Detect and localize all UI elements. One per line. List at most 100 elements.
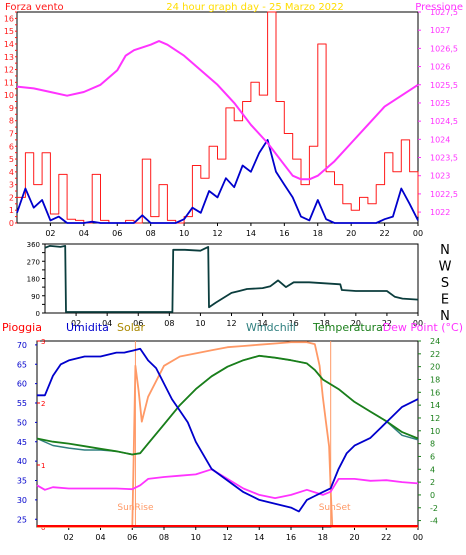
top-right-title: Pressione <box>415 2 463 13</box>
compass-label: W <box>439 260 452 275</box>
humidity-axis-tick-label: 50 <box>17 418 27 427</box>
bottom-x-axis-tick-label: 06 <box>127 533 137 542</box>
direction-axis-tick-label: 270 <box>27 258 40 266</box>
middle-x-axis-tick-label: 18 <box>320 319 330 328</box>
direction-plot-frame <box>44 243 419 314</box>
middle-x-axis-tick-label: 02 <box>71 319 81 328</box>
temperature-axis-tick-label: 0 <box>430 491 435 500</box>
temperature-axis-tick-label: -4 <box>430 517 438 526</box>
top-center-title: 24 hour graph day - 25 Marzo 2022 <box>166 2 344 13</box>
bottom-plot-frame <box>36 340 419 528</box>
direction-axis-tick-label: 90 <box>31 293 40 301</box>
sunrise-label: SunRise <box>117 503 154 513</box>
humidity-axis-tick-label: 40 <box>17 457 27 466</box>
bottom-x-axis-tick-label: 08 <box>159 533 169 542</box>
wind-axis-tick-label: 8 <box>9 117 14 126</box>
wind-axis-tick-label: 11 <box>4 78 14 87</box>
rain-axis-tick-label: 0 <box>41 524 45 532</box>
wind-axis-tick-label: 12 <box>4 66 14 75</box>
top-x-axis-tick-label: 08 <box>146 229 156 238</box>
pressure-axis-tick-label: 1022,5 <box>430 190 458 199</box>
humidity-axis-tick-label: 65 <box>17 360 27 369</box>
wind-direction-series <box>44 244 419 313</box>
temperature-axis-tick-label: 24 <box>430 337 440 346</box>
bottom-x-axis-tick-label: 14 <box>254 533 264 542</box>
middle-x-axis-tick-label: 16 <box>289 319 299 328</box>
humidity-axis-tick-label: 25 <box>17 515 27 524</box>
pressure-axis-tick-label: 1023,5 <box>430 154 458 163</box>
wind-axis-tick-label: 2 <box>9 193 14 202</box>
rain-axis-tick-label: 3 <box>41 338 45 346</box>
wind-axis-tick-label: 10 <box>4 91 14 100</box>
humidity-axis-tick-label: 45 <box>17 438 27 447</box>
middle-x-axis-tick-label: 14 <box>257 319 267 328</box>
wind-axis-tick-label: 13 <box>4 53 14 62</box>
wind-axis-tick-label: 1 <box>9 206 14 215</box>
compass-label: N <box>440 309 450 324</box>
top-left-title: Forza vento <box>5 2 64 13</box>
direction-axis-tick-label: 0 <box>36 310 40 318</box>
top-x-axis-tick-label: 02 <box>45 229 55 238</box>
bottom-x-axis-tick-label: 10 <box>191 533 201 542</box>
direction-axis-tick-label: 360 <box>27 241 40 249</box>
compass-label: E <box>441 293 449 308</box>
legend-dew-point: Dew Point (°C) <box>383 321 463 334</box>
dew-point-series <box>36 468 419 500</box>
middle-x-axis-tick-label: 10 <box>195 319 205 328</box>
top-x-axis-tick-label: 06 <box>112 229 122 238</box>
top-x-axis-tick-label: 18 <box>313 229 323 238</box>
compass-label: N <box>440 243 450 258</box>
pressure-axis-tick-label: 1027,5 <box>430 8 458 17</box>
wind-axis-tick-label: 15 <box>4 27 14 36</box>
middle-x-axis-tick-label: 20 <box>351 319 361 328</box>
middle-x-axis-tick-label: 06 <box>133 319 143 328</box>
rain-axis-tick-label: 2 <box>41 400 45 408</box>
wind-axis-tick-label: 14 <box>4 40 14 49</box>
pressure-axis-tick-label: 1027 <box>430 26 450 35</box>
legend-temperature: Temperatura <box>312 321 383 334</box>
legend-humidity: Umidita <box>66 321 109 334</box>
wind-axis-tick-label: 5 <box>9 155 14 164</box>
temperature-axis-tick-label: 12 <box>430 414 440 423</box>
temperature-axis-tick-label: 14 <box>430 401 440 410</box>
bottom-x-axis-tick-label: 02 <box>64 533 74 542</box>
pressure-axis-tick-label: 1024 <box>430 135 450 144</box>
pressure-axis-tick-label: 1026,5 <box>430 44 458 53</box>
middle-x-axis-tick-label: 12 <box>226 319 236 328</box>
bottom-x-axis-tick-label: 22 <box>381 533 391 542</box>
pressure-axis-tick-label: 1023 <box>430 172 450 181</box>
temperature-axis-tick-label: 6 <box>430 452 435 461</box>
bottom-x-axis-tick-label: 12 <box>222 533 232 542</box>
wind-axis-tick-label: 6 <box>9 142 14 151</box>
middle-x-axis-tick-label: 08 <box>164 319 174 328</box>
humidity-series <box>37 347 419 513</box>
humidity-axis-tick-label: 30 <box>17 496 27 505</box>
top-x-axis-tick-label: 20 <box>346 229 356 238</box>
pressure-axis-tick-label: 1022 <box>430 208 450 217</box>
temperature-axis-tick-label: -2 <box>430 504 438 513</box>
temperature-axis-tick-label: 10 <box>430 427 440 436</box>
bottom-x-axis-tick-label: 16 <box>286 533 296 542</box>
bottom-x-axis-tick-label: 04 <box>95 533 105 542</box>
top-x-axis-tick-label: 04 <box>79 229 89 238</box>
bottom-x-axis-tick-label: 20 <box>349 533 359 542</box>
temperature-axis-tick-label: 8 <box>430 440 435 449</box>
temperature-axis-tick-label: 4 <box>430 465 435 474</box>
top-x-axis-tick-label: 00 <box>413 229 423 238</box>
humidity-axis-tick-label: 70 <box>17 341 27 350</box>
top-x-axis-tick-label: 16 <box>279 229 289 238</box>
pressure-axis-tick-label: 1025,5 <box>430 81 458 90</box>
top-x-axis-tick-label: 22 <box>379 229 389 238</box>
temperature-axis-tick-label: 18 <box>430 375 440 384</box>
pressure-series <box>16 40 419 181</box>
pressure-axis-tick-label: 1025 <box>430 99 450 108</box>
rain-axis-tick-label: 1 <box>41 462 45 470</box>
wind-axis-tick-label: 4 <box>9 168 14 177</box>
top-x-axis-tick-label: 10 <box>179 229 189 238</box>
temperature-axis-tick-label: 20 <box>430 363 440 372</box>
legend-windchill: Windchill <box>246 321 296 334</box>
middle-x-axis-tick-label: 04 <box>102 319 112 328</box>
temperature-axis-tick-label: 22 <box>430 350 440 359</box>
pressure-axis-tick-label: 1026 <box>430 63 450 72</box>
